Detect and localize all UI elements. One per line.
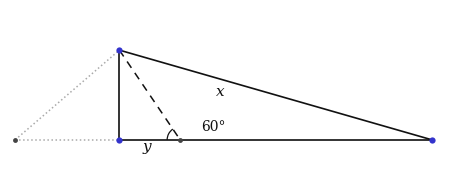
Text: 60°: 60° (202, 120, 226, 134)
Text: x: x (217, 85, 225, 99)
Text: y: y (143, 140, 151, 154)
